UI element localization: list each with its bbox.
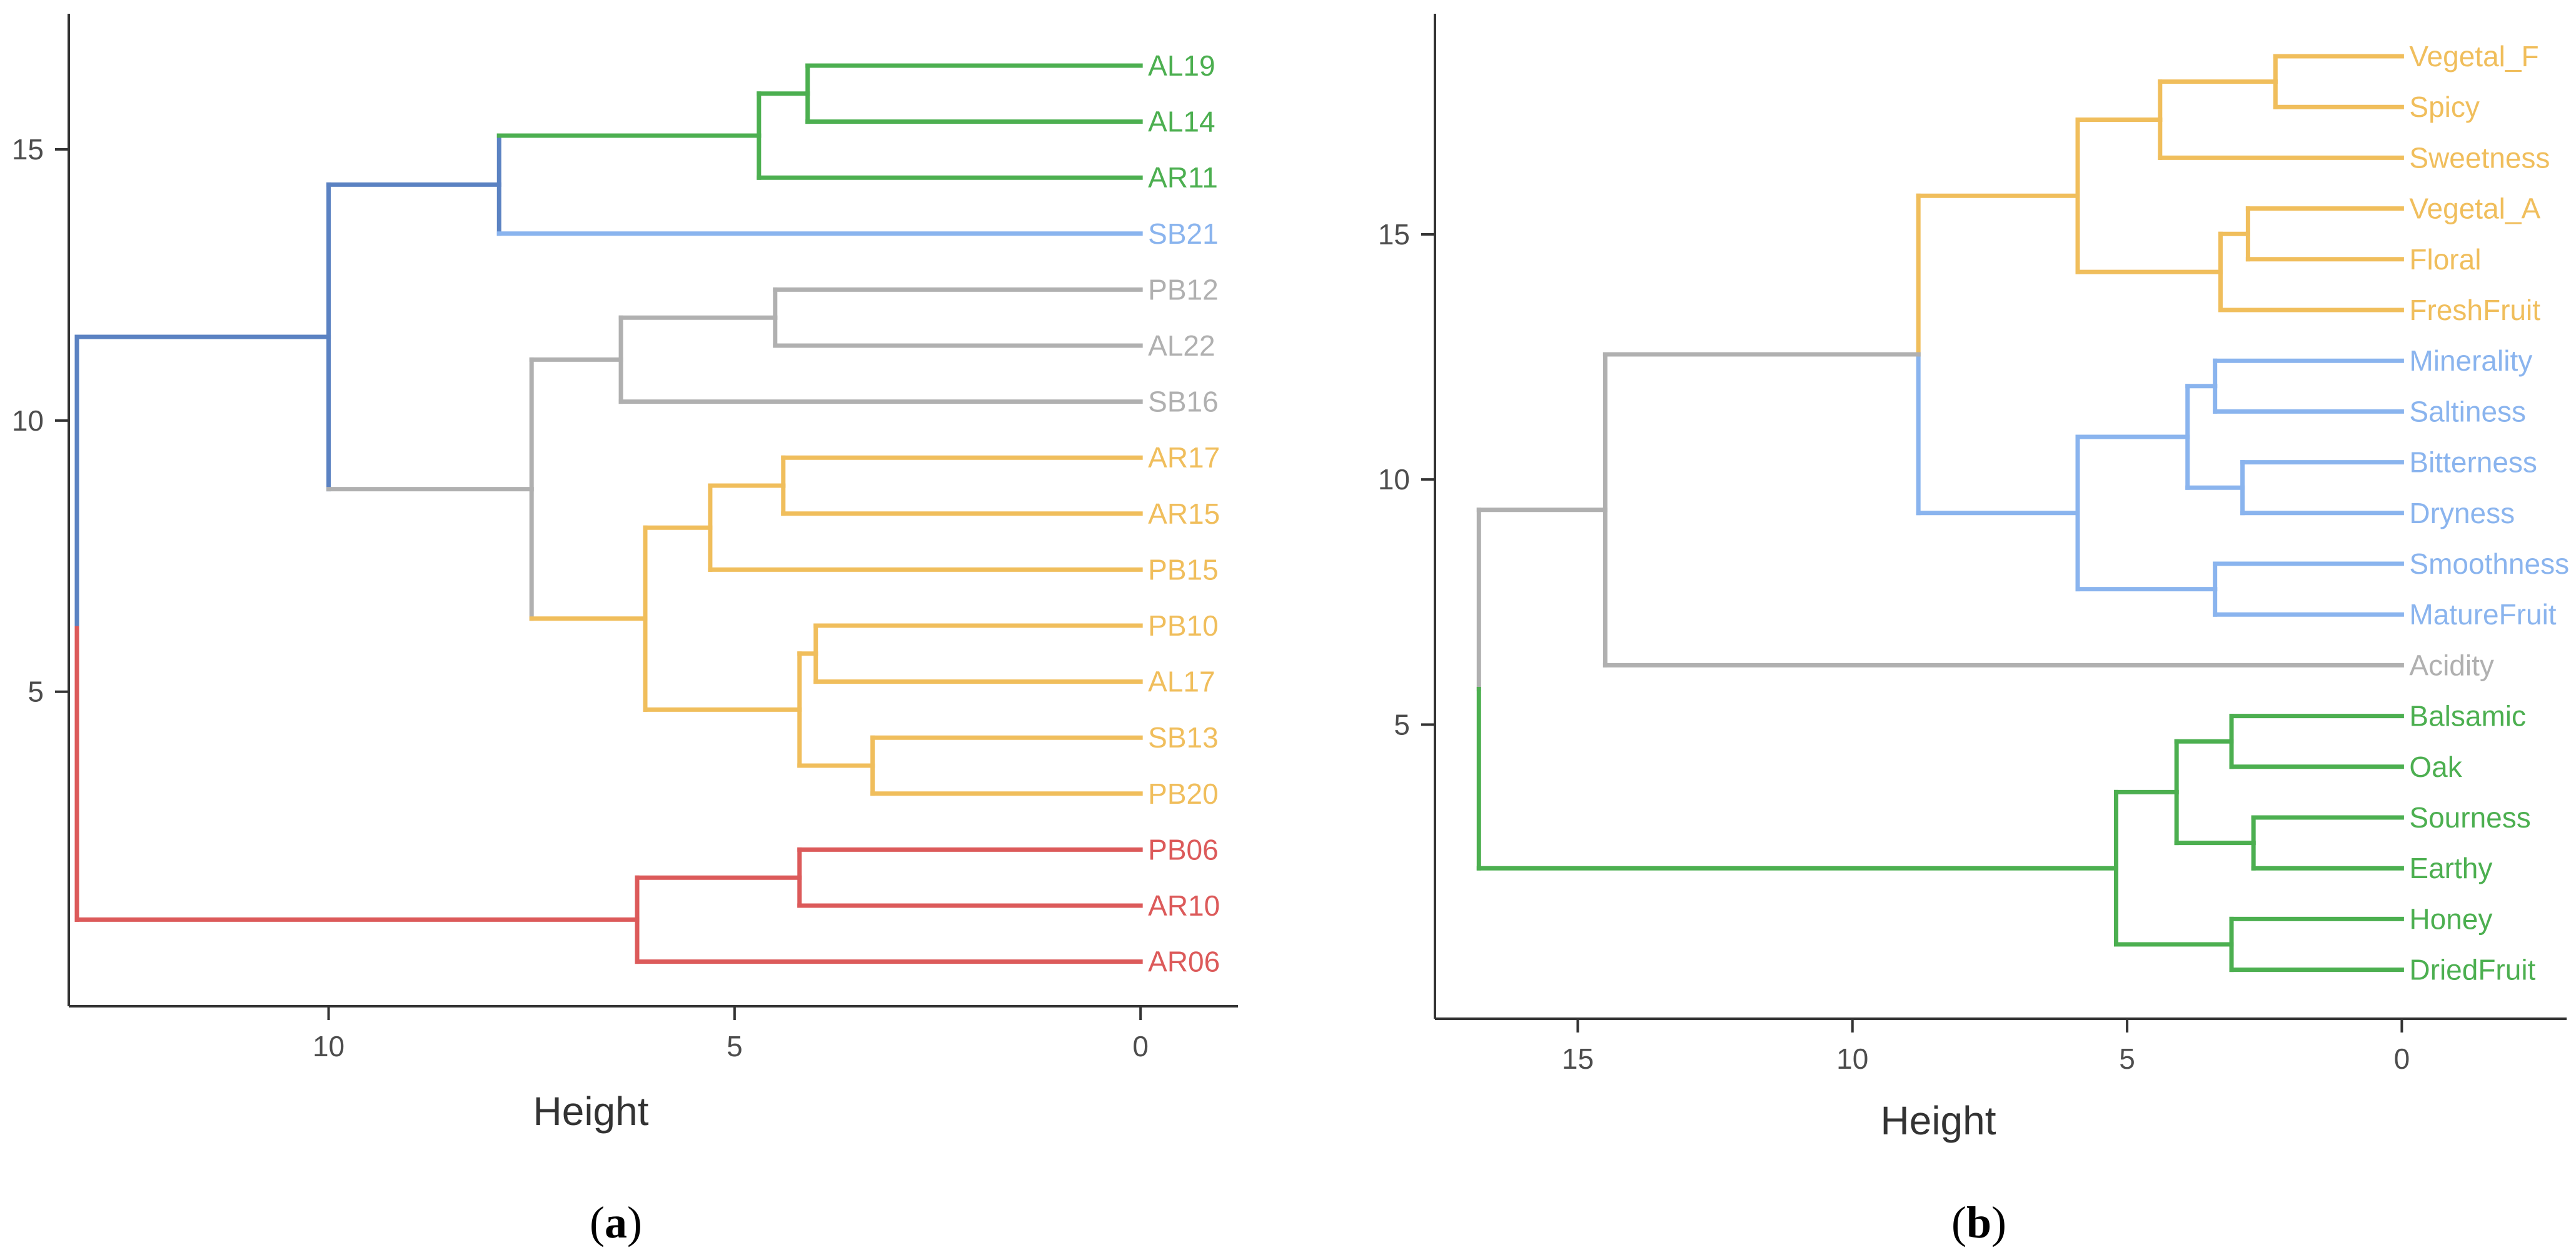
panel-caption-b: (b) [1951,1198,2006,1248]
leaf-label-freshfruit: FreshFruit [2409,294,2540,326]
leaf-label-sb13: SB13 [1148,721,1219,754]
x-tick-label-10: 10 [1836,1042,1868,1075]
leaf-label-pb20: PB20 [1148,778,1219,810]
leaf-label-dryness: Dryness [2409,497,2515,529]
leaf-label-earthy: Earthy [2409,852,2492,884]
x-tick-label-0: 0 [1132,1030,1149,1062]
x-tick-label-5: 5 [2119,1042,2135,1075]
y-tick-label-5: 5 [1394,708,1410,741]
leaf-label-sweetness: Sweetness [2409,141,2550,174]
x-tick-label-10: 10 [313,1030,345,1062]
leaf-label-al22: AL22 [1148,329,1215,362]
leaf-label-honey: Honey [2409,902,2492,935]
leaf-label-sourness: Sourness [2409,801,2530,834]
leaf-label-al14: AL14 [1148,106,1215,138]
leaf-label-vegetal-a: Vegetal_A [2409,192,2540,225]
leaf-label-ar11: AR11 [1148,161,1218,194]
leaf-label-smoothness: Smoothness [2409,548,2569,580]
leaf-label-acidity: Acidity [2409,649,2493,681]
panel-caption-a: (a) [590,1198,642,1248]
dendrogram-panel-b: 5 10 15 15 10 5 0 Height (b) Vegetal_F Spicy Sweetn… [1378,14,2569,1248]
leaf-label-ar17: AR17 [1148,441,1220,474]
leaf-label-spicy: Spicy [2409,91,2479,123]
leaf-label-pb15: PB15 [1148,553,1219,586]
y-tick-label-10: 10 [1378,463,1410,496]
x-tick-label-5: 5 [727,1030,743,1062]
leaf-label-al19: AL19 [1148,49,1215,82]
x-tick-label-0: 0 [2394,1042,2410,1075]
y-tick-label-15: 15 [12,133,44,166]
x-tick-label-15: 15 [1562,1042,1594,1075]
leaf-label-bitterness: Bitterness [2409,446,2537,479]
y-tick-label-10: 10 [12,404,44,437]
leaf-label-vegetal-f: Vegetal_F [2409,40,2538,72]
leaf-label-ar10: AR10 [1148,889,1220,922]
leaf-label-floral: Floral [2409,243,2481,276]
leaf-label-driedfruit: DriedFruit [2409,954,2535,986]
leaf-label-pb10: PB10 [1148,609,1219,642]
y-tick-label-5: 5 [28,676,44,708]
leaf-label-maturefruit: MatureFruit [2409,598,2556,631]
leaf-label-pb12: PB12 [1148,273,1219,306]
y-tick-label-15: 15 [1378,218,1410,251]
leaf-label-al17: AL17 [1148,666,1215,698]
leaf-label-ar15: AR15 [1148,498,1220,530]
leaf-label-sb16: SB16 [1148,386,1219,418]
leaf-label-pb06: PB06 [1148,833,1219,866]
leaf-label-sb21: SB21 [1148,218,1219,250]
leaf-label-oak: Oak [2409,751,2462,783]
leaf-label-balsamic: Balsamic [2409,700,2526,732]
leaf-label-saltiness: Saltiness [2409,395,2526,428]
x-axis-title: Height [1881,1098,1996,1143]
leaf-label-minerality: Minerality [2409,344,2532,377]
leaf-label-ar06: AR06 [1148,946,1220,978]
x-axis-title: Height [533,1089,649,1134]
dendrogram-panel-a: 5 10 15 10 5 0 Height (a) AL19 AL14 AR11 SB21 PB12 AL… [12,14,1238,1248]
